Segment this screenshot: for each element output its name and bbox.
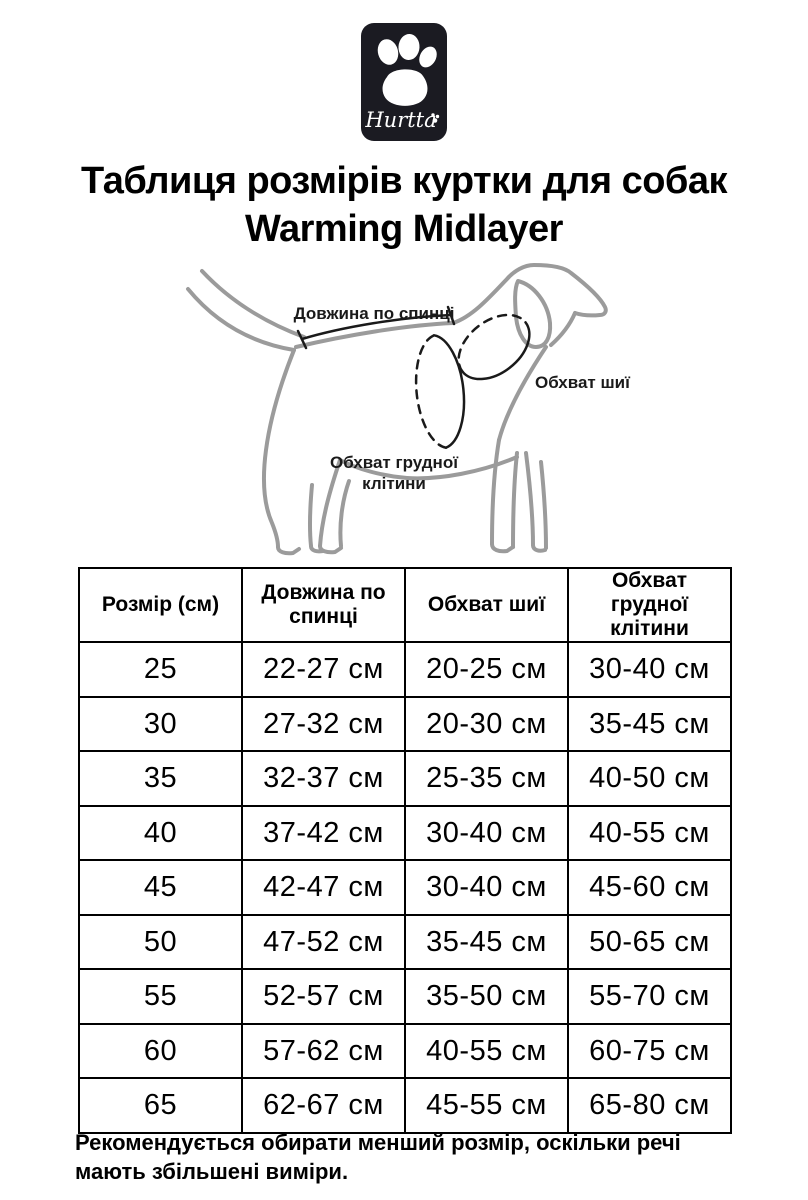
table-body: 25 22-27 см 20-25 см 30-40 см 30 27-32 см 20-3… [78,641,732,1134]
measurement-marks [296,305,531,449]
measure-cell: 35-50 см [404,968,569,1025]
table-row: 65 62-67 см 45-55 см 65-80 см [78,1077,732,1134]
neck-girth-ellipse [457,313,531,381]
page-title-line1: Таблиця розмірів куртки для собак [80,160,728,202]
measure-cell: 20-25 см [404,641,569,698]
table-row: 40 37-42 см 30-40 см 40-55 см [78,804,732,862]
measure-cell: 22-27 см [241,641,406,698]
footnote: Рекомендується обирати менший розмір, ос… [75,1128,765,1186]
table-row: 60 57-62 см 40-55 см 60-75 см [78,1022,732,1080]
table-header: Розмір (см) Довжина по спинці Обхват шиї… [78,566,732,644]
measure-cell: 40-55 см [567,804,732,862]
measure-cell: 45-55 см [404,1077,569,1134]
measure-cell: 37-42 см [241,804,406,862]
measure-cell: 25-35 см [404,750,569,807]
footnote-line1: Рекомендується обирати менший розмір, ос… [75,1130,681,1155]
size-cell: 35 [78,750,243,807]
size-cell: 55 [78,968,243,1025]
header-neck-girth: Обхват шиї [404,566,569,644]
size-cell: 50 [78,913,243,971]
page-title: Таблиця розмірів куртки для собак Warmin… [0,158,808,254]
page-title-line2: Warming Midlayer [245,207,563,250]
table-header-row: Розмір (см) Довжина по спинці Обхват шиї… [78,566,732,644]
table-row: 25 22-27 см 20-25 см 30-40 см [78,641,732,698]
size-cell: 40 [78,804,243,862]
size-cell: 25 [78,641,243,698]
measure-cell: 27-32 см [241,695,406,753]
table-row: 45 42-47 см 30-40 см 45-60 см [78,859,732,916]
size-cell: 45 [78,859,243,916]
measure-cell: 35-45 см [567,695,732,753]
chest-girth-ellipse [414,334,466,449]
measure-cell: 20-30 см [404,695,569,753]
measure-cell: 40-50 см [567,750,732,807]
chest-girth-label-line1: Обхват грудної [330,453,459,472]
measure-cell: 32-37 см [241,750,406,807]
measure-cell: 30-40 см [567,641,732,698]
hurtta-logo: Hurtta [361,23,447,141]
measure-cell: 40-55 см [404,1022,569,1080]
header-size: Розмір (см) [78,566,243,644]
measure-cell: 65-80 см [567,1077,732,1134]
size-cell: 30 [78,695,243,753]
table-row: 30 27-32 см 20-30 см 35-45 см [78,695,732,753]
dog-diagram: Довжина по спинці Обхват шиї Обхват груд… [186,263,631,556]
table-row: 55 52-57 см 35-50 см 55-70 см [78,968,732,1025]
measure-cell: 52-57 см [241,968,406,1025]
back-length-line [296,305,456,350]
size-cell: 65 [78,1077,243,1134]
measure-cell: 60-75 см [567,1022,732,1080]
back-length-label: Довжина по спинці [294,304,455,323]
measure-cell: 30-40 см [404,804,569,862]
measure-cell: 30-40 см [404,859,569,916]
size-table: Розмір (см) Довжина по спинці Обхват шиї… [78,566,732,1134]
measure-cell: 47-52 см [241,913,406,971]
chest-girth-label-line2: клітини [362,474,426,493]
measure-cell: 42-47 см [241,859,406,916]
footnote-line2: мають збільшені виміри. [75,1159,349,1185]
measure-cell: 45-60 см [567,859,732,916]
table-row: 35 32-37 см 25-35 см 40-50 см [78,750,732,807]
measure-cell: 55-70 см [567,968,732,1025]
paw-icon [377,34,437,106]
measure-cell: 35-45 см [404,913,569,971]
measure-cell: 50-65 см [567,913,732,971]
logo-brand-script: Hurtta [364,108,436,132]
measure-cell: 57-62 см [241,1022,406,1080]
table-row: 50 47-52 см 35-45 см 50-65 см [78,913,732,971]
size-cell: 60 [78,1022,243,1080]
neck-girth-label: Обхват шиї [535,373,631,392]
header-chest-girth: Обхват грудної клітини [567,566,732,644]
measure-cell: 62-67 см [241,1077,406,1134]
mini-paw-icon [431,113,440,123]
header-back-length: Довжина по спинці [241,566,406,644]
dog-outline [186,263,608,556]
